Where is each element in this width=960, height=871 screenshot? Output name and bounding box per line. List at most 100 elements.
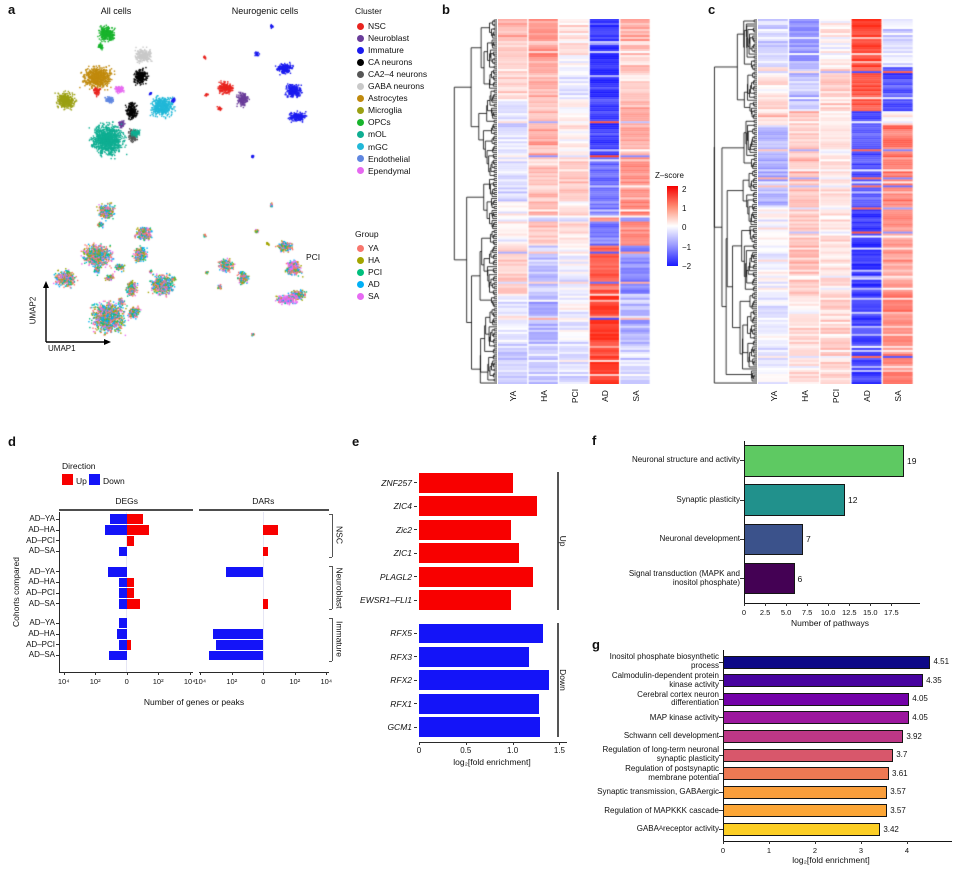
- bar-up: [263, 546, 269, 557]
- x-axis-tick-label: 10²: [89, 677, 101, 686]
- x-axis-tick: [419, 742, 420, 745]
- group-strip-cap: [329, 514, 332, 515]
- x-axis-tick-label: 0: [741, 608, 747, 617]
- bar-down: [110, 514, 127, 525]
- bar-value-label: 4.35: [926, 675, 942, 685]
- x-axis-tick-label: 0.5: [460, 746, 472, 755]
- y-axis-tick: [740, 499, 744, 501]
- cluster-legend-dot: [357, 143, 364, 150]
- x-axis-tick: [512, 742, 514, 745]
- group-strip-cap: [329, 566, 332, 568]
- pathway-label: Synaptic plasticity: [676, 494, 740, 504]
- y-axis-tick-label: AD–HA: [28, 525, 55, 534]
- bar-up: [419, 473, 513, 493]
- cluster-legend-label: mGC: [368, 141, 388, 152]
- cluster-legend-dot: [357, 94, 364, 102]
- x-axis-tick: [231, 672, 233, 675]
- x-axis-tick: [807, 603, 809, 606]
- y-axis-tick: [56, 644, 59, 646]
- direction-legend-label: Down: [103, 475, 125, 486]
- bar: [723, 729, 904, 744]
- y-axis-tick: [56, 633, 59, 635]
- y-axis-tick: [740, 460, 744, 462]
- x-axis-tick: [723, 841, 724, 844]
- cluster-legend-dot: [357, 106, 364, 114]
- bar: [723, 767, 890, 781]
- facet-strip-label: DEGs: [115, 496, 139, 506]
- x-axis-tick-label: 0: [124, 677, 129, 686]
- bar-down: [119, 598, 127, 609]
- y-axis-tick: [56, 571, 59, 573]
- group-legend-dot: [357, 292, 364, 300]
- bar-down: [419, 717, 540, 738]
- bar-up: [419, 519, 511, 540]
- zero-line: [262, 512, 264, 672]
- bar-down: [208, 650, 264, 661]
- group-strip-line: [332, 514, 333, 557]
- panel-c-label: c: [708, 2, 716, 17]
- facet-strip-line: [199, 509, 329, 511]
- group-legend-label: SA: [368, 291, 380, 302]
- bar: [723, 822, 881, 837]
- y-axis-tick: [719, 754, 723, 756]
- umap-annotation-pci: PCI: [306, 252, 321, 262]
- x-axis-tick: [63, 672, 65, 675]
- cluster-legend-label: Ependymal: [368, 165, 411, 176]
- bar: [744, 523, 803, 556]
- gene-label: ZIC4: [393, 501, 412, 512]
- cluster-legend-title: Cluster: [355, 6, 382, 16]
- group-strip-cap: [329, 609, 332, 611]
- y-axis-tick-label: AD–SA: [28, 546, 55, 556]
- group-strip-cap: [329, 660, 332, 662]
- bar-up: [263, 525, 278, 535]
- y-axis-tick: [56, 540, 59, 542]
- x-axis-tick: [870, 603, 872, 606]
- bar-down: [119, 577, 127, 588]
- group-strip-line: [332, 566, 333, 610]
- x-axis-tick-label: 0: [720, 846, 726, 855]
- bar-down: [419, 646, 530, 667]
- y-axis-line: [744, 441, 745, 603]
- y-axis-tick: [719, 736, 723, 737]
- heatmap-b-col-label: SA: [630, 390, 641, 402]
- heatmap-b-col-label: AD: [600, 390, 611, 402]
- x-axis-tick: [126, 672, 128, 675]
- cluster-legend-dot: [357, 130, 364, 138]
- pathway-label: Synaptic transmission, GABAergic: [597, 786, 719, 796]
- x-axis-tick-label: 5.0: [780, 608, 792, 617]
- y-axis-tick-label: AD–HA: [28, 629, 55, 638]
- panel-f-label: f: [592, 433, 597, 448]
- group-strip-cap: [329, 556, 332, 558]
- cluster-legend-label: Neuroblast: [368, 33, 410, 44]
- gene-label: RFX2: [390, 675, 412, 686]
- colorbar-title: Z–score: [655, 171, 684, 180]
- pathway-label: Neuronal structure and activity: [631, 455, 740, 465]
- gene-label: RFX3: [390, 651, 412, 662]
- heatmap-c-col-label: AD: [862, 390, 873, 402]
- bar-value-label: 3.42: [883, 824, 899, 834]
- y-axis-tick-label: AD–SA: [28, 598, 55, 608]
- x-axis-tick-label: 2.5: [759, 608, 771, 617]
- bar-up: [126, 598, 140, 609]
- heatmap-c-col-label: HA: [799, 390, 810, 402]
- panel-e-label: e: [352, 434, 360, 449]
- group-legend-label: AD: [368, 279, 380, 290]
- y-axis-tick-label: AD–PCI: [26, 588, 55, 598]
- x-axis-tick: [465, 742, 467, 745]
- y-axis-tick-label: AD–YA: [29, 618, 55, 628]
- bar-down: [119, 639, 127, 650]
- x-axis-tick-label: 10⁴: [57, 677, 70, 686]
- bar-value-label: 4.51: [933, 657, 950, 667]
- gene-label: EWSR1–FLI1: [360, 595, 412, 606]
- facet-strip-line: [59, 509, 193, 511]
- group-legend-label: PCI: [368, 267, 383, 278]
- bar: [723, 804, 888, 818]
- x-axis-tick-label: 15.0: [862, 608, 878, 617]
- y-axis-tick: [56, 622, 59, 624]
- y-axis-tick: [414, 679, 417, 681]
- gene-label: GCM1: [387, 722, 412, 733]
- heatmap-c-dendrogram-canvas: [713, 19, 757, 384]
- x-axis-tick: [849, 603, 851, 606]
- y-axis-tick: [740, 538, 744, 540]
- cluster-legend-label: mOL: [368, 129, 387, 140]
